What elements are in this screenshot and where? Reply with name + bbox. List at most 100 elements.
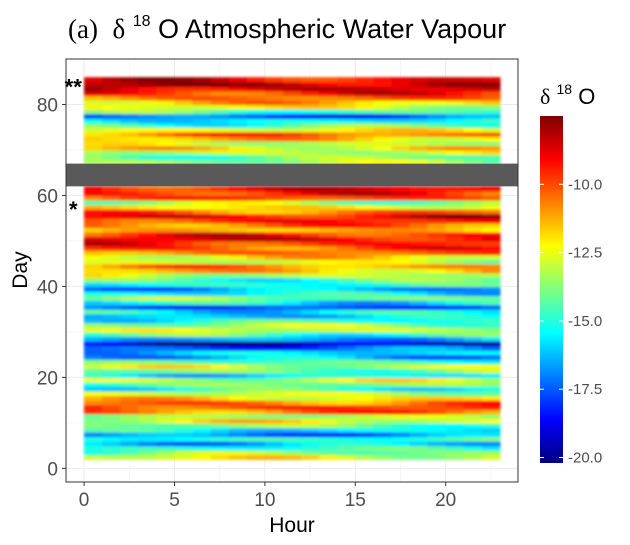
heatmap-cell bbox=[409, 109, 429, 115]
heatmap-cell bbox=[120, 213, 139, 219]
heatmap-cell bbox=[138, 109, 157, 115]
heatmap-cell bbox=[192, 322, 212, 328]
heatmap-cell bbox=[319, 409, 338, 415]
heatmap-cell bbox=[355, 263, 374, 269]
heatmap-cell bbox=[264, 136, 284, 142]
heatmap-cell bbox=[282, 127, 302, 133]
heatmap-cell bbox=[481, 327, 501, 333]
heatmap-cell bbox=[156, 90, 176, 96]
heatmap-cell bbox=[427, 127, 447, 133]
heatmap-cell bbox=[409, 422, 429, 429]
heatmap-cell bbox=[319, 250, 338, 256]
heatmap-cell bbox=[355, 309, 374, 315]
heatmap-cell bbox=[481, 104, 501, 110]
heatmap-cell bbox=[301, 127, 320, 133]
heatmap-cell bbox=[409, 363, 429, 369]
heatmap-cell bbox=[102, 90, 121, 96]
heatmap-cell bbox=[120, 381, 139, 388]
heatmap-cell bbox=[463, 336, 483, 342]
heatmap-cell bbox=[210, 400, 230, 406]
heatmap-cell bbox=[84, 441, 103, 447]
heatmap-cell bbox=[210, 77, 230, 83]
heatmap-cell bbox=[210, 113, 230, 119]
heatmap-cell bbox=[210, 281, 230, 288]
heatmap-cell bbox=[337, 327, 356, 333]
heatmap-cell bbox=[156, 227, 176, 233]
heatmap-cell bbox=[409, 304, 429, 310]
heatmap-cell bbox=[228, 136, 248, 142]
heatmap-cell bbox=[174, 277, 194, 283]
heatmap-cell bbox=[373, 295, 393, 301]
heatmap-cell bbox=[84, 309, 103, 315]
heatmap-cell bbox=[481, 345, 501, 351]
heatmap-cell bbox=[138, 404, 157, 410]
heatmap-cell bbox=[391, 86, 411, 92]
heatmap-cell bbox=[102, 245, 121, 251]
heatmap-cell bbox=[264, 309, 284, 315]
heatmap-cell bbox=[373, 122, 393, 128]
y-tick-label: 20 bbox=[37, 368, 58, 389]
heatmap-cell bbox=[120, 286, 139, 292]
heatmap-cell bbox=[156, 222, 176, 228]
heatmap-cell bbox=[373, 341, 393, 347]
heatmap-cell bbox=[192, 195, 212, 201]
heatmap-cell bbox=[355, 354, 374, 360]
heatmap-cell bbox=[192, 313, 212, 319]
heatmap-cell bbox=[192, 136, 212, 142]
heatmap-cell bbox=[174, 140, 194, 147]
heatmap-cell bbox=[102, 268, 121, 274]
heatmap-cell bbox=[210, 236, 230, 242]
heatmap-cell bbox=[319, 391, 338, 397]
heatmap-cell bbox=[120, 131, 139, 137]
heatmap-cell bbox=[102, 236, 121, 242]
heatmap-cell bbox=[337, 422, 356, 429]
heatmap-cell bbox=[355, 441, 374, 447]
heatmap-cell bbox=[264, 245, 284, 251]
heatmap-cell bbox=[391, 186, 411, 192]
heatmap-cell bbox=[409, 86, 429, 92]
heatmap-cell bbox=[427, 240, 447, 247]
heatmap-cell bbox=[409, 145, 429, 151]
heatmap-cell bbox=[84, 445, 103, 451]
heatmap-cell bbox=[319, 386, 338, 392]
legend-tick-label: -10.0 bbox=[568, 176, 602, 193]
heatmap-cell bbox=[373, 190, 393, 197]
heatmap-cell bbox=[264, 240, 284, 247]
heatmap-cell bbox=[337, 363, 356, 369]
heatmap-cell bbox=[319, 313, 338, 319]
heatmap-cell bbox=[445, 99, 465, 106]
heatmap-cell bbox=[427, 290, 447, 297]
heatmap-cell bbox=[409, 272, 429, 278]
heatmap-cell bbox=[337, 341, 356, 347]
heatmap-cell bbox=[427, 109, 447, 115]
heatmap-cell bbox=[445, 259, 465, 265]
heatmap-cell bbox=[228, 359, 248, 365]
heatmap-cell bbox=[264, 77, 284, 83]
heatmap-cell bbox=[102, 350, 121, 356]
heatmap-cell bbox=[210, 240, 230, 247]
heatmap-cell bbox=[192, 427, 212, 433]
heatmap-cell bbox=[228, 195, 248, 201]
heatmap-cell bbox=[427, 159, 447, 165]
heatmap-cell bbox=[120, 113, 139, 119]
heatmap-cell bbox=[264, 418, 284, 424]
heatmap-cell bbox=[84, 118, 103, 124]
heatmap-cell bbox=[84, 218, 103, 224]
heatmap-cell bbox=[373, 200, 393, 206]
heatmap-cell bbox=[391, 118, 411, 124]
heatmap-cell bbox=[337, 295, 356, 301]
heatmap-cell bbox=[337, 354, 356, 360]
heatmap-cell bbox=[156, 245, 176, 251]
heatmap-cell bbox=[120, 77, 139, 83]
heatmap-cell bbox=[373, 209, 393, 215]
heatmap-cell bbox=[463, 240, 483, 247]
heatmap-cell bbox=[264, 122, 284, 128]
heatmap-cell bbox=[102, 431, 121, 438]
heatmap-cell bbox=[373, 136, 393, 142]
heatmap-cell bbox=[463, 300, 483, 306]
heatmap-cell bbox=[409, 336, 429, 342]
heatmap-cell bbox=[84, 368, 103, 374]
heatmap-cell bbox=[228, 313, 248, 319]
heatmap-cell bbox=[373, 300, 393, 306]
heatmap-cell bbox=[192, 213, 212, 219]
